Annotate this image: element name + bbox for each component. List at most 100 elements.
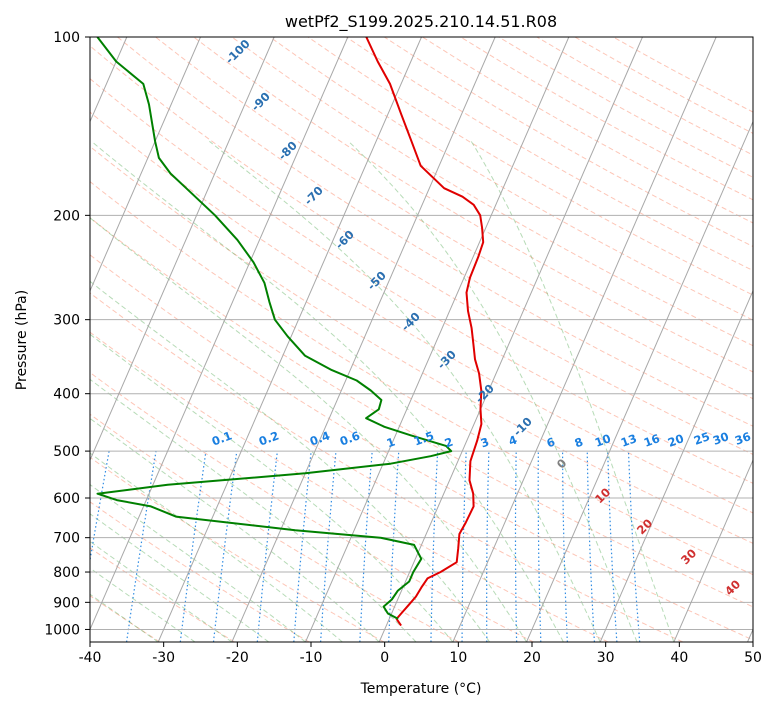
moist-adiabat-line bbox=[90, 540, 233, 642]
mixing-ratio-label: 25 bbox=[692, 429, 712, 448]
dry-adiabat-line bbox=[90, 595, 161, 642]
dry-adiabat-line bbox=[536, 37, 753, 156]
y-tick-label: 300 bbox=[53, 313, 80, 329]
mixing-ratio-line bbox=[514, 451, 518, 642]
y-tick-label: 600 bbox=[53, 491, 80, 507]
x-tick-label: -10 bbox=[300, 650, 323, 666]
moist-adiabat-line bbox=[209, 140, 601, 642]
dry-adiabat-line bbox=[90, 413, 459, 642]
x-tick-label: -20 bbox=[226, 650, 249, 666]
dry-adiabat-line bbox=[193, 37, 753, 373]
y-axis-ticks: 100 200 300 400 500 600 700 800 900 1000 bbox=[44, 30, 90, 638]
mixing-ratio-line bbox=[388, 451, 400, 642]
isotherm-line bbox=[378, 37, 643, 642]
moist-adiabat-label: 10 bbox=[592, 485, 613, 506]
mixing-ratio-label: 8 bbox=[573, 435, 585, 451]
dry-adiabat-line bbox=[0, 37, 85, 642]
dry-adiabat-line bbox=[90, 331, 609, 642]
moist-adiabat-label: 0 bbox=[554, 456, 570, 472]
dry-adiabat-label: -60 bbox=[332, 227, 357, 252]
dry-adiabat-line bbox=[460, 37, 753, 201]
mixing-ratio-line bbox=[627, 451, 641, 642]
y-tick-label: 800 bbox=[53, 565, 80, 581]
dry-adiabat-line bbox=[90, 501, 310, 642]
isotherm-line bbox=[90, 37, 275, 462]
x-tick-label: 10 bbox=[449, 650, 467, 666]
dry-adiabat-line bbox=[117, 37, 753, 427]
isotherm-line bbox=[90, 37, 349, 631]
mixing-ratio-label: 36 bbox=[733, 429, 753, 448]
y-axis-label: Pressure (hPa) bbox=[14, 290, 30, 390]
moist-adiabat-line bbox=[90, 483, 306, 642]
isotherm-line bbox=[452, 37, 717, 642]
x-tick-label: -40 bbox=[79, 650, 102, 666]
moist-adiabat-label: 30 bbox=[678, 546, 699, 567]
moist-adiabat-line bbox=[90, 567, 196, 642]
x-tick-label: 30 bbox=[597, 650, 615, 666]
mixing-ratio-line bbox=[293, 451, 312, 642]
dry-adiabat-label: -80 bbox=[275, 138, 300, 163]
dry-adiabat-line bbox=[90, 456, 385, 642]
mixing-ratio-label: 3 bbox=[479, 435, 491, 451]
y-tick-label: 100 bbox=[53, 30, 80, 46]
dry-adiabat-line bbox=[90, 45, 753, 455]
dry-adiabat-label: -70 bbox=[301, 183, 326, 208]
mixing-ratio-line bbox=[256, 451, 278, 642]
y-tick-label: 1000 bbox=[44, 622, 80, 638]
dry-adiabat-line bbox=[90, 111, 753, 514]
dry-adiabat-line bbox=[345, 37, 753, 272]
y-tick-label: 200 bbox=[53, 208, 80, 224]
dry-adiabat-line bbox=[422, 37, 753, 224]
isotherm-line bbox=[231, 37, 496, 642]
mixing-ratio-line bbox=[486, 451, 490, 642]
mixing-ratio-label: 0.4 bbox=[308, 428, 332, 448]
dry-adiabat-line bbox=[498, 37, 753, 178]
dry-adiabat-line bbox=[155, 37, 753, 400]
mixing-ratio-line bbox=[562, 451, 568, 642]
dry-adiabat-line bbox=[307, 37, 753, 296]
dry-adiabat-line bbox=[90, 145, 753, 544]
profile-line bbox=[365, 37, 485, 627]
mixing-ratio-line bbox=[179, 451, 207, 642]
dry-adiabat-line bbox=[90, 292, 684, 642]
mixing-ratio-label: 2 bbox=[443, 435, 455, 451]
mixing-ratio-line bbox=[586, 451, 595, 642]
dry-adiabat-line bbox=[90, 547, 235, 642]
x-tick-label: 40 bbox=[670, 650, 688, 666]
background-lines bbox=[0, 37, 753, 642]
x-axis-label: Temperature (°C) bbox=[360, 681, 482, 697]
dry-adiabat-line bbox=[90, 217, 753, 608]
mixing-ratio-label: 0.1 bbox=[210, 428, 234, 448]
moist-adiabat-line bbox=[470, 141, 675, 642]
y-tick-label: 700 bbox=[53, 531, 80, 547]
mixing-ratio-line bbox=[126, 451, 157, 642]
y-tick-label: 500 bbox=[53, 444, 80, 460]
mixing-ratio-label: 0.2 bbox=[257, 428, 281, 448]
isotherm-line bbox=[305, 37, 570, 642]
isotherm-line bbox=[90, 37, 201, 293]
isotherm-line bbox=[747, 628, 753, 642]
mixing-ratio-line bbox=[212, 451, 238, 642]
dry-adiabat-line bbox=[90, 78, 753, 484]
mixing-ratio-label: 20 bbox=[666, 431, 686, 450]
x-tick-label: 0 bbox=[380, 650, 389, 666]
dry-adiabat-label: -30 bbox=[434, 347, 459, 372]
mixing-ratio-label: 0.6 bbox=[338, 428, 362, 448]
mixing-ratio-line bbox=[320, 451, 337, 642]
mixing-ratio-line bbox=[90, 450, 110, 564]
x-axis-ticks: -40 -30 -20 -10 0 10 20 30 40 50 bbox=[79, 642, 762, 666]
mixing-ratio-label: 30 bbox=[711, 429, 731, 448]
dry-adiabat-label: -100 bbox=[223, 37, 253, 67]
dry-adiabat-line bbox=[574, 37, 753, 134]
dry-adiabat-line bbox=[90, 181, 753, 576]
y-tick-label: 400 bbox=[53, 387, 80, 403]
isotherm-line bbox=[526, 120, 753, 642]
isobar-grid bbox=[90, 37, 753, 630]
mixing-ratio-label: 6 bbox=[545, 435, 557, 451]
moist-adiabat-label: 40 bbox=[722, 577, 743, 598]
dry-adiabat-line bbox=[90, 254, 753, 641]
chart-title: wetPf2_S199.2025.210.14.51.R08 bbox=[285, 12, 557, 32]
dry-adiabat-label: -40 bbox=[398, 309, 423, 334]
isotherm-line bbox=[673, 458, 753, 642]
